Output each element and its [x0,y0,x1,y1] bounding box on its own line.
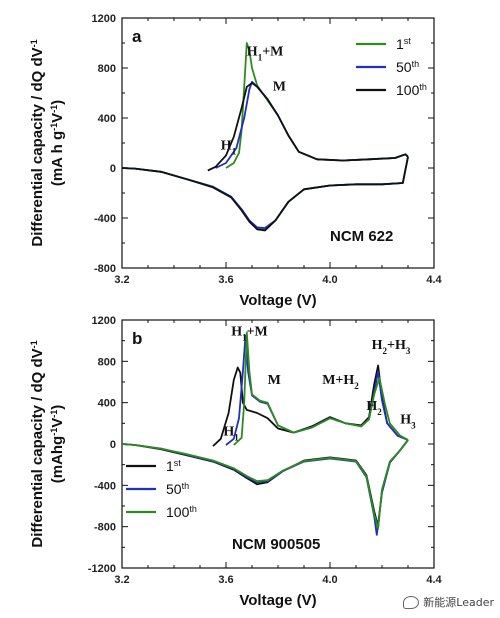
y-tick-label: 400 [98,113,116,125]
peak-annotation: M [268,373,281,388]
peak-annotation: H1 [223,425,239,443]
x-tick-label: 3.6 [218,574,233,586]
x-tick-label: 4.0 [322,274,337,286]
x-axis-label: Voltage (V) [239,592,316,609]
y-axis-units: (mA h g-1V-1) [49,100,66,186]
wechat-icon [403,595,420,609]
y-axis-label: Differential capacity / dQ dV-1 [29,340,46,547]
y-tick-label: 400 [98,398,116,410]
x-tick-label: 4.4 [426,274,442,286]
peak-annotation: H2+H3 [372,338,411,356]
watermark-text: 新能源Leader [423,596,494,609]
y-tick-label: -400 [94,213,116,225]
y-tick-label: -800 [94,263,116,275]
series-line-100-charge [207,82,409,172]
peak-annotation: H2 [366,399,382,417]
peak-annotation: H1+M [231,325,268,343]
y-tick-label: 0 [110,439,116,451]
legend-label: 1st [396,36,411,52]
legend-label: 100th [396,82,427,98]
series-line-100-discharge [121,439,409,530]
sample-label: NCM 900505 [232,536,320,553]
series-line-1-discharge [121,439,409,528]
y-tick-label: -400 [94,480,116,492]
x-tick-label: 3.6 [218,274,233,286]
series-line-50-discharge [121,439,409,536]
y-tick-label: -800 [94,522,116,534]
legend-label: 50th [396,59,419,75]
y-tick-label: 1200 [92,315,116,327]
x-tick-label: 3.2 [114,274,129,286]
series-line-100-charge [233,331,409,446]
y-tick-label: 1200 [92,13,116,25]
peak-annotation: H1+M [247,45,284,63]
peak-annotation: M [273,80,286,95]
x-axis-label: Voltage (V) [239,292,316,309]
y-tick-label: -1200 [88,563,116,575]
chart-panel-b: 3.2 3.6 4.0 4.4 1200 800 400 0 -400 -800 -1200 Volt… [29,315,443,609]
panel-label: a [132,27,142,46]
x-tick-label: 3.2 [114,574,129,586]
x-tick-label: 4.4 [426,574,442,586]
x-tick-label: 4.0 [322,574,337,586]
chart-panel-a: 3.2 3.6 4.0 4.4 1200 800 400 0 -400 -800 Voltage (… [29,13,443,309]
y-axis-units: (mAhg-1V-1) [49,405,66,484]
y-axis-label: Differential capacity / dQ dV-1 [29,39,46,246]
watermark: 新能源Leader [403,594,494,610]
y-tick-label: 800 [98,63,116,75]
peak-annotation: H1 [221,138,237,156]
series-line-1-discharge [121,156,409,231]
legend-label: 1st [166,458,181,474]
plot-frame [121,319,435,569]
series-line-50-discharge [121,156,409,229]
peak-annotation: M+H2 [322,373,359,391]
series-line-100-discharge [121,156,409,232]
legend-label: 50th [166,481,189,497]
sample-label: NCM 622 [330,228,393,245]
series-line-1-charge [225,42,409,169]
panel-label: b [132,329,142,348]
y-tick-label: 800 [98,356,116,368]
peak-annotation: H3 [400,412,416,430]
legend-label: 100th [166,504,197,520]
y-tick-label: 0 [110,163,116,175]
